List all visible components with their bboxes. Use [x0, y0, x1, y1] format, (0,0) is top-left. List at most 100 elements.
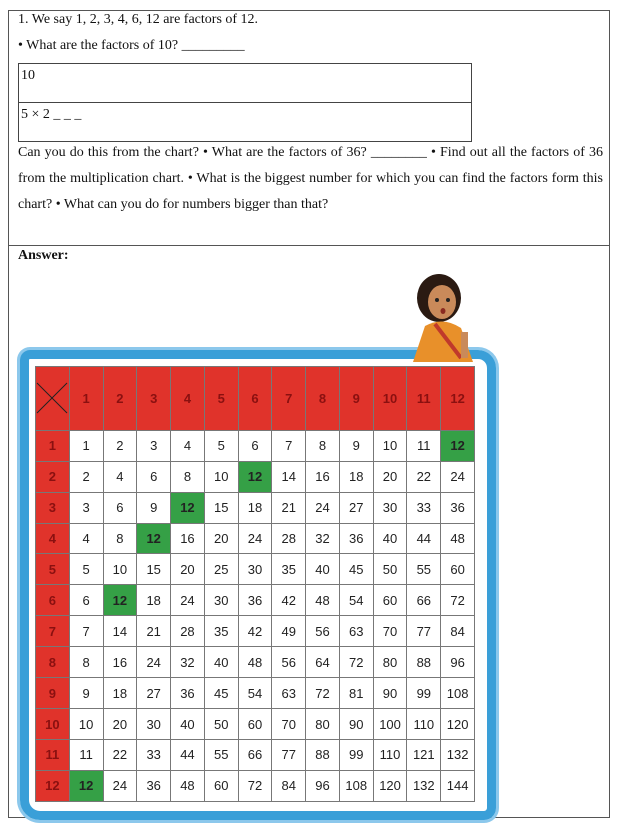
chart-cell: 18 [237, 491, 273, 524]
chart-cell: 22 [406, 460, 442, 493]
chart-cell: 60 [237, 708, 273, 741]
chart-cell: 12 [170, 491, 205, 524]
chart-cell: 28 [271, 522, 307, 555]
chart-cell: 63 [271, 677, 307, 710]
chart-cell: 64 [305, 646, 340, 679]
chart-cell: 14 [102, 615, 138, 648]
column-header: 7 [271, 366, 307, 431]
chart-cell: 16 [305, 460, 340, 493]
chart-cell: 12 [102, 584, 138, 617]
chart-cell: 8 [305, 429, 340, 462]
row-header: 6 [35, 584, 70, 617]
chart-cell: 108 [440, 677, 475, 710]
chart-cell: 5 [203, 429, 239, 462]
chart-cell: 30 [237, 553, 273, 586]
chart-cell: 5 [68, 553, 104, 586]
chart-cell: 70 [372, 615, 408, 648]
chart-cell: 84 [440, 615, 475, 648]
chart-cell: 36 [170, 677, 205, 710]
row-header: 7 [35, 615, 70, 648]
chart-cell: 30 [372, 491, 408, 524]
chart-cell: 4 [68, 522, 104, 555]
chart-cell: 15 [203, 491, 239, 524]
chart-cell: 36 [338, 522, 374, 555]
chart-cell: 24 [102, 769, 138, 803]
chart-row: 2 2 4 6 8 10 12 14 16 18 20 22 24 [35, 460, 475, 493]
chart-row: 12 12 24 36 48 60 72 84 96 108 120 132 144 [35, 769, 475, 803]
chart-cell: 55 [203, 739, 239, 771]
chart-cell: 36 [440, 491, 475, 524]
chart-cell: 90 [338, 708, 374, 741]
chart-cell: 16 [170, 522, 205, 555]
chart-cell: 4 [170, 429, 205, 462]
chart-cell: 25 [203, 553, 239, 586]
chart-cell: 24 [440, 460, 475, 493]
chart-cell: 48 [170, 769, 205, 803]
chart-cell: 81 [338, 677, 374, 710]
column-header: 11 [406, 366, 442, 431]
chart-cell: 8 [102, 522, 138, 555]
chart-cell: 35 [203, 615, 239, 648]
chart-cell: 2 [102, 429, 138, 462]
chart-cell: 12 [68, 769, 104, 803]
chart-cell: 60 [440, 553, 475, 586]
chart-row: 4 4 8 12 16 20 24 28 32 36 40 44 48 [35, 522, 475, 555]
answer-label: Answer: [18, 248, 69, 263]
chart-cell: 72 [440, 584, 475, 617]
chart-cell: 18 [338, 460, 374, 493]
chart-row: 5 5 10 15 20 25 30 35 40 45 50 55 60 [35, 553, 475, 586]
chart-row: 7 7 14 21 28 35 42 49 56 63 70 77 84 [35, 615, 475, 648]
chart-cell: 72 [338, 646, 374, 679]
chart-cell: 77 [406, 615, 442, 648]
chart-cell: 99 [406, 677, 442, 710]
chart-cell: 99 [338, 739, 374, 771]
chart-row: 10 10 20 30 40 50 60 70 80 90 100 110 120 [35, 708, 475, 741]
chart-cell: 11 [406, 429, 442, 462]
chart-cell: 16 [102, 646, 138, 679]
chart-cell: 21 [136, 615, 172, 648]
girl-illustration [413, 274, 473, 362]
chart-cell: 63 [338, 615, 374, 648]
chart-cell: 48 [305, 584, 340, 617]
chart-cell: 1 [68, 429, 104, 462]
chart-cell: 88 [406, 646, 442, 679]
chart-cell: 50 [203, 708, 239, 741]
chart-cell: 14 [271, 460, 307, 493]
chart-cell: 15 [136, 553, 172, 586]
question-line: • What are the factors of 10? _________ [18, 38, 245, 53]
chart-cell: 33 [406, 491, 442, 524]
chart-cell: 40 [170, 708, 205, 741]
chart-cell: 72 [305, 677, 340, 710]
chart-cell: 35 [271, 553, 307, 586]
chart-cell: 22 [102, 739, 138, 771]
chart-row: 1 1 2 3 4 5 6 7 8 9 10 11 12 [35, 429, 475, 462]
chart-cell: 12 [136, 522, 172, 555]
chart-cell: 8 [170, 460, 205, 493]
chart-cell: 3 [68, 491, 104, 524]
box-row: 5 × 2 _ _ _ [19, 102, 471, 140]
chart-cell: 24 [237, 522, 273, 555]
chart-cell: 108 [338, 769, 374, 803]
chart-cell: 32 [305, 522, 340, 555]
box-row: 10 [21, 68, 35, 83]
chart-cell: 27 [338, 491, 374, 524]
chart-row: 9 9 18 27 36 45 54 63 72 81 90 99 108 [35, 677, 475, 710]
chart-frame [20, 350, 496, 820]
chart-cell: 100 [372, 708, 408, 741]
chart-cell: 24 [305, 491, 340, 524]
chart-cell: 56 [271, 646, 307, 679]
chart-cell: 120 [372, 769, 408, 803]
column-header: 10 [372, 366, 408, 431]
chart-cell: 20 [372, 460, 408, 493]
chart-cell: 70 [271, 708, 307, 741]
row-header: 1 [35, 429, 70, 462]
chart-cell: 30 [136, 708, 172, 741]
chart-cell: 4 [102, 460, 138, 493]
chart-cell: 42 [237, 615, 273, 648]
column-header: 2 [102, 366, 138, 431]
chart-cell: 2 [68, 460, 104, 493]
chart-cell: 6 [136, 460, 172, 493]
row-header: 10 [35, 708, 70, 741]
column-header: 3 [136, 366, 172, 431]
